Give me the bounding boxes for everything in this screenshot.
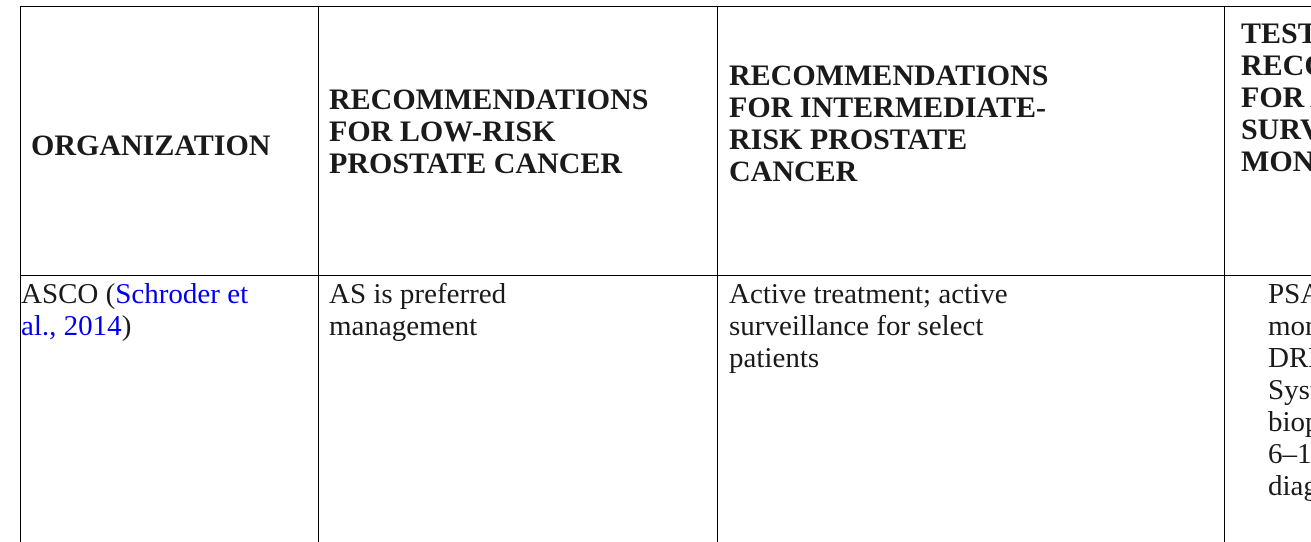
- guidelines-table: ORGANIZATION RECOMMENDATIONS FOR LOW-RIS…: [20, 6, 1311, 542]
- header-intermediate-risk: RECOMMENDATIONS FOR INTERMEDIATE- RISK P…: [729, 60, 1119, 188]
- cell-line: DRE an: [1268, 342, 1311, 374]
- header-line: CANCER: [729, 155, 858, 188]
- cell-low-risk: AS is preferred management: [329, 278, 719, 342]
- cell-intermediate-risk: Active treatment; active surveillance fo…: [729, 278, 1129, 374]
- header-line: SURVEILL: [1241, 113, 1311, 146]
- cell-line: biopsy v: [1268, 406, 1311, 438]
- cell-organization: ASCO (Schroder et al., 2014): [21, 278, 311, 342]
- cell-line: 6–12 mo: [1268, 438, 1311, 470]
- header-line: MONITOR: [1241, 145, 1311, 178]
- cell-line: Systema: [1268, 374, 1311, 406]
- citation-link[interactable]: Schroder et: [115, 278, 249, 310]
- cell-line: months: [1268, 310, 1311, 342]
- header-divider: [21, 275, 1311, 276]
- header-line: FOR ACTI: [1241, 81, 1311, 114]
- organization-line: al., 2014): [21, 310, 311, 342]
- header-line: RECOMMI: [1241, 49, 1311, 82]
- header-line: RECOMMENDATIONS: [729, 59, 1049, 92]
- header-tests: TESTS RECOMMI FOR ACTI SURVEILL MONITOR: [1241, 18, 1311, 178]
- header-line: TESTS: [1241, 17, 1311, 50]
- cell-line: diagnost: [1268, 470, 1311, 502]
- header-line: RISK PROSTATE: [729, 123, 968, 156]
- header-line: RECOMMENDATIONS: [329, 83, 649, 116]
- header-organization: ORGANIZATION: [31, 130, 311, 162]
- header-line: FOR LOW-RISK: [329, 115, 556, 148]
- header-low-risk: RECOMMENDATIONS FOR LOW-RISK PROSTATE CA…: [329, 84, 729, 180]
- cell-line: surveillance for select: [729, 310, 984, 342]
- cell-line: patients: [729, 342, 820, 374]
- cell-tests: PSA eve months DRE an Systema biopsy v 6…: [1268, 278, 1311, 502]
- cell-line: AS is preferred: [329, 278, 507, 310]
- column-divider: [318, 7, 319, 542]
- organization-suffix: ): [121, 310, 132, 342]
- header-line: ORGANIZATION: [31, 129, 271, 162]
- cell-line: Active treatment; active: [729, 278, 1008, 310]
- column-divider: [717, 7, 718, 542]
- citation-link[interactable]: al., 2014: [21, 310, 122, 342]
- organization-prefix: ASCO (: [21, 278, 116, 310]
- cell-line: PSA eve: [1268, 278, 1311, 310]
- cell-line: management: [329, 310, 478, 342]
- header-line: FOR INTERMEDIATE-: [729, 91, 1046, 124]
- organization-line: ASCO (Schroder et: [21, 278, 311, 310]
- column-divider: [1224, 7, 1225, 542]
- header-line: PROSTATE CANCER: [329, 147, 623, 180]
